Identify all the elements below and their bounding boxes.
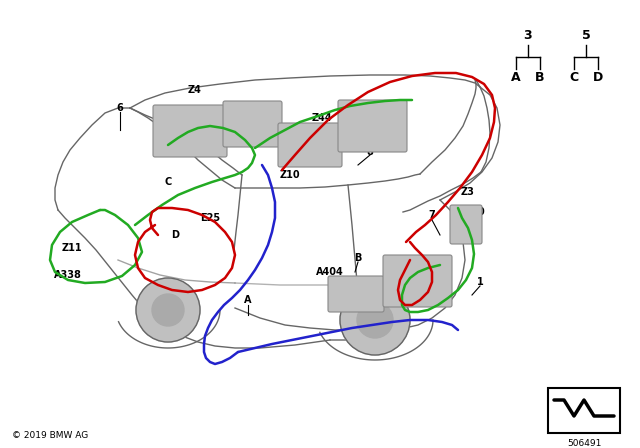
Text: X320: X320 bbox=[458, 207, 486, 217]
Text: 6: 6 bbox=[116, 103, 124, 113]
FancyBboxPatch shape bbox=[450, 205, 482, 244]
Text: Z3: Z3 bbox=[461, 187, 475, 197]
Text: C: C bbox=[164, 177, 172, 187]
Text: B: B bbox=[355, 253, 362, 263]
Circle shape bbox=[152, 294, 184, 326]
Text: Z10: Z10 bbox=[280, 170, 300, 180]
Text: © 2019 BMW AG: © 2019 BMW AG bbox=[12, 431, 88, 439]
Text: E25: E25 bbox=[200, 213, 220, 223]
Text: 1: 1 bbox=[477, 277, 483, 287]
Text: Z4: Z4 bbox=[188, 85, 202, 95]
Text: A338: A338 bbox=[54, 270, 82, 280]
Text: 7: 7 bbox=[429, 210, 435, 220]
Text: D: D bbox=[593, 70, 603, 83]
Text: A: A bbox=[244, 295, 252, 305]
FancyBboxPatch shape bbox=[278, 123, 342, 167]
Text: 5: 5 bbox=[582, 29, 590, 42]
Text: D: D bbox=[171, 230, 179, 240]
FancyBboxPatch shape bbox=[223, 101, 282, 147]
Text: B73: B73 bbox=[408, 280, 428, 290]
FancyBboxPatch shape bbox=[153, 105, 227, 157]
Text: A: A bbox=[511, 70, 521, 83]
Text: 3: 3 bbox=[524, 29, 532, 42]
Text: Z44: Z44 bbox=[312, 113, 332, 123]
FancyBboxPatch shape bbox=[328, 276, 384, 312]
Bar bbox=[548, 388, 620, 433]
Text: 4: 4 bbox=[216, 113, 223, 123]
Circle shape bbox=[136, 278, 200, 342]
Text: B: B bbox=[535, 70, 545, 83]
Text: 8: 8 bbox=[367, 147, 373, 157]
Text: C: C bbox=[570, 70, 579, 83]
Text: -2: -2 bbox=[410, 255, 420, 265]
Circle shape bbox=[340, 285, 410, 355]
Text: A258: A258 bbox=[368, 123, 396, 133]
FancyBboxPatch shape bbox=[338, 100, 407, 152]
Text: 506491: 506491 bbox=[567, 439, 601, 448]
Circle shape bbox=[357, 302, 393, 338]
Text: Z11: Z11 bbox=[61, 243, 83, 253]
FancyBboxPatch shape bbox=[383, 255, 452, 307]
Text: A404: A404 bbox=[316, 267, 344, 277]
